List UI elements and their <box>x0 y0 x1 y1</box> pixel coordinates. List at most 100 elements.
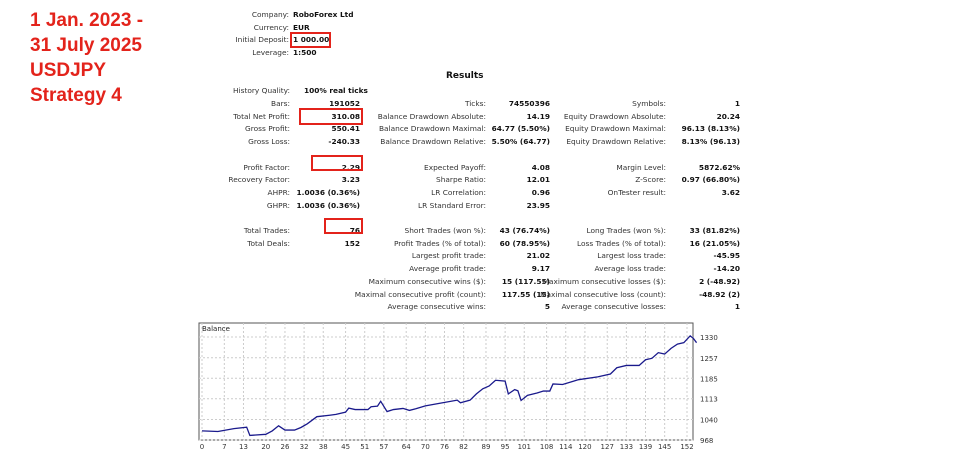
stat-value: 4.08 <box>531 162 550 172</box>
y-tick-label: 1185 <box>700 375 718 383</box>
stat-value: 0.97 (66.80%) <box>681 175 740 185</box>
caption-line: 31 July 2025 <box>30 35 142 56</box>
stat-label: OnTester result: <box>607 187 666 197</box>
stat-value: -48.92 (2) <box>699 289 740 299</box>
stat-value: 74550396 <box>508 99 550 108</box>
stat-label: Profit Trades (% of total): <box>393 238 486 248</box>
x-tick-label: 26 <box>280 443 289 451</box>
stat-value: 76 <box>349 226 360 235</box>
stat-value: 3.23 <box>341 175 360 185</box>
x-tick-label: 108 <box>540 443 553 451</box>
stat-label: Balance Drawdown Absolute: <box>377 111 486 121</box>
stat-value: 16 (21.05%) <box>689 238 740 248</box>
stat-value: 5.50% (64.77) <box>491 137 550 147</box>
total-trades-highlight <box>324 218 363 234</box>
x-tick-label: 89 <box>482 443 491 451</box>
stat-label: Expected Payoff: <box>424 162 486 172</box>
header-value: RoboForex Ltd <box>293 10 354 19</box>
initial-deposit-highlight <box>290 32 331 48</box>
x-tick-label: 45 <box>341 443 350 451</box>
y-tick-label: 1257 <box>700 355 718 363</box>
y-tick-label: 1040 <box>700 417 718 425</box>
profit-factor-highlight <box>311 155 363 171</box>
x-tick-label: 145 <box>658 443 671 451</box>
history-quality-value: 100% real ticks <box>304 86 368 95</box>
stat-value: 33 (81.82%) <box>689 226 740 235</box>
stat-value: 152 <box>344 238 360 248</box>
stat-value: 1 <box>734 302 740 312</box>
stat-label: LR Standard Error: <box>418 200 486 210</box>
header-value: EUR <box>293 22 310 32</box>
net-profit-highlight <box>299 108 363 125</box>
stat-value: 5872.62% <box>698 162 740 172</box>
stat-label: Average loss trade: <box>594 264 666 274</box>
stat-label: Average consecutive wins: <box>387 302 486 312</box>
x-tick-label: 32 <box>300 443 309 451</box>
stat-value: 310.08 <box>331 111 360 121</box>
stat-value: -240.33 <box>328 137 360 147</box>
stat-value: 3.62 <box>721 187 740 197</box>
x-tick-label: 13 <box>239 443 248 451</box>
caption-line: Strategy 4 <box>30 85 122 106</box>
stat-value: 15 (117.55) <box>501 276 550 286</box>
x-tick-label: 101 <box>518 443 531 451</box>
stat-value: 550.41 <box>331 124 360 134</box>
history-quality-label: History Quality: <box>232 86 290 95</box>
stat-label: Ticks: <box>464 99 486 108</box>
stat-label: Gross Loss: <box>248 137 290 147</box>
stat-label: Average consecutive losses: <box>561 302 667 312</box>
stat-label: Total Net Profit: <box>233 111 290 121</box>
y-tick-label: 968 <box>700 437 713 445</box>
x-tick-label: 57 <box>379 443 388 451</box>
header-label: Leverage: <box>252 47 289 57</box>
stat-label: Balance Drawdown Maximal: <box>378 124 486 134</box>
stat-label: Total Trades: <box>243 226 290 235</box>
x-tick-label: 95 <box>501 443 510 451</box>
stat-value: -14.20 <box>713 264 740 274</box>
stat-label: Maximum consecutive wins ($): <box>368 276 486 286</box>
stat-label: Average profit trade: <box>409 264 486 274</box>
y-tick-label: 1113 <box>700 396 718 404</box>
caption: 1 Jan. 2023 - 31 July 2025 USDJPY Strate… <box>30 8 143 108</box>
stat-label: Total Deals: <box>247 238 290 248</box>
chart-frame <box>198 322 694 441</box>
stat-value: 117.55 (15) <box>501 289 550 299</box>
stat-label: LR Correlation: <box>431 187 486 197</box>
stat-value: 14.19 <box>526 111 550 121</box>
stat-label: Sharpe Ratio: <box>436 175 486 185</box>
header-label: Company: <box>251 10 289 19</box>
stat-label: Equity Drawdown Absolute: <box>563 111 666 121</box>
stat-label: Balance Drawdown Relative: <box>380 137 486 147</box>
stat-value: 9.17 <box>531 264 550 274</box>
x-tick-label: 82 <box>459 443 468 451</box>
stat-value: 20.24 <box>716 111 740 121</box>
x-tick-label: 0 <box>200 443 204 451</box>
header-value: 1 000.00 <box>293 35 330 45</box>
stat-value: 1.0036 (0.36%) <box>296 200 361 210</box>
stat-value: -45.95 <box>713 251 740 261</box>
caption-line: 1 Jan. 2023 - <box>30 10 144 31</box>
stat-value: 1.0036 (0.36%) <box>296 187 361 197</box>
stat-label: Loss Trades (% of total): <box>577 238 666 248</box>
caption-line: USDJPY <box>30 60 107 81</box>
stat-value: 8.13% (96.13) <box>681 137 740 147</box>
stat-label: Symbols: <box>632 99 666 108</box>
stat-label: Long Trades (won %): <box>586 226 666 235</box>
stat-label: Z-Score: <box>635 175 666 185</box>
stat-label: Equity Drawdown Relative: <box>566 137 666 147</box>
stat-label: Maximal consecutive loss (count): <box>540 289 666 299</box>
x-tick-label: 139 <box>639 443 652 451</box>
stat-value: 5 <box>544 302 550 312</box>
stat-value: 21.02 <box>526 251 550 261</box>
stat-label: AHPR: <box>267 187 290 197</box>
stat-value: 96.13 (8.13%) <box>681 124 740 134</box>
x-tick-label: 7 <box>222 443 226 451</box>
y-tick-label: 1330 <box>700 334 718 342</box>
results-heading: Results <box>446 71 484 81</box>
x-tick-label: 152 <box>680 443 693 451</box>
stat-label: Equity Drawdown Maximal: <box>565 124 666 134</box>
stat-label: Largest loss trade: <box>597 251 666 261</box>
stat-value: 12.01 <box>526 175 550 185</box>
header-label: Currency: <box>253 22 289 32</box>
x-tick-label: 20 <box>261 443 270 451</box>
